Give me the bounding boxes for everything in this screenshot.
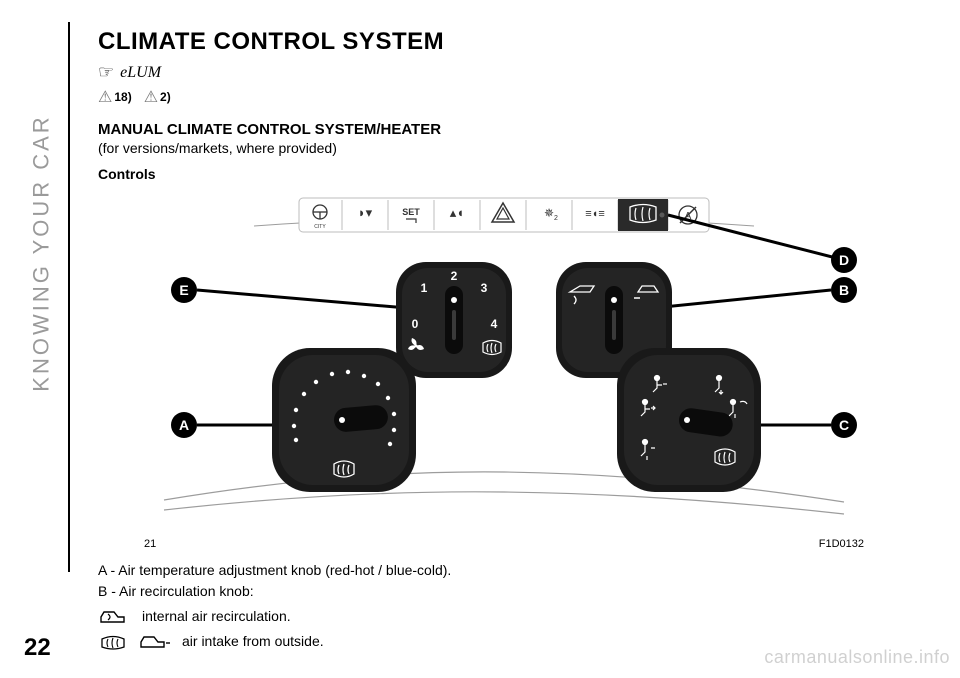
subtitle: MANUAL CLIMATE CONTROL SYSTEM/HEATER [98,121,910,138]
definition-recirc-internal: internal air recirculation. [142,606,291,627]
figure-caption-row: 21 F1D0132 [144,538,864,550]
elum-label: eLUM [120,64,161,82]
svg-text:◗▾: ◗▾ [358,205,373,220]
footnote-row: ⚠ 18) ⚠ 2) [98,87,910,107]
subtitle-note: (for versions/markets, where provided) [98,140,910,156]
page-content: CLIMATE CONTROL SYSTEM ☞ eLUM ⚠ 18) ⚠ 2)… [98,28,910,652]
svg-text:4: 4 [491,317,498,331]
definition-recirc-outside: air intake from outside. [182,631,324,652]
definitions-block: A - Air temperature adjustment knob (red… [98,560,910,652]
controls-svg: CITY ◗▾ SET ▴◖ ✵ 2 [144,190,864,530]
pointing-hand-icon: ☞ [98,62,114,83]
page-number: 22 [24,634,51,662]
figure-number: 21 [144,538,156,550]
section-divider-line [68,22,70,572]
watermark: carmanualsonline.info [764,647,950,668]
button-row: CITY ◗▾ SET ▴◖ ✵ 2 [299,198,709,232]
warning-triangle-icon: ⚠ [144,87,158,107]
svg-text:2: 2 [451,269,458,283]
svg-text:✵: ✵ [544,206,554,220]
fan-speed-knob: 0 1 2 3 4 [396,262,512,378]
svg-text:1: 1 [421,281,428,295]
figure-code: F1D0132 [819,538,864,550]
svg-text:≡◖≡: ≡◖≡ [585,208,604,220]
figure-label-A: A [179,417,189,433]
figure-label-C: C [839,417,849,433]
definition-recirc-internal-row: internal air recirculation. [98,606,910,627]
page-title: CLIMATE CONTROL SYSTEM [98,28,910,56]
section-sidebar: KNOWING YOUR CAR [28,20,56,520]
section-sidebar-text: KNOWING YOUR CAR [29,114,55,391]
defrost-small-icon [98,633,128,651]
footnote-a: 18) [114,90,131,104]
definition-B: B - Air recirculation knob: [98,581,910,602]
svg-text:0: 0 [412,317,419,331]
reference-icon-row: ☞ eLUM [98,62,910,83]
svg-text:3: 3 [481,281,488,295]
figure-label-E: E [179,282,188,298]
temperature-knob [272,348,416,492]
warning-triangle-icon: ⚠ [98,87,112,107]
car-recirc-icon [98,608,132,626]
figure-label-D: D [839,252,849,268]
figure-label-B: B [839,282,849,298]
svg-text:SET: SET [402,207,420,217]
svg-text:▴◖: ▴◖ [450,205,464,220]
manual-page: KNOWING YOUR CAR CLIMATE CONTROL SYSTEM … [0,0,960,678]
air-distribution-knob [617,348,761,492]
footnote-b: 2) [160,90,171,104]
svg-text:2: 2 [554,215,558,222]
controls-heading: Controls [98,166,910,182]
controls-figure: CITY ◗▾ SET ▴◖ ✵ 2 [144,190,864,530]
svg-text:CITY: CITY [314,224,326,230]
car-outside-icon [138,633,172,651]
definition-A: A - Air temperature adjustment knob (red… [98,560,910,581]
